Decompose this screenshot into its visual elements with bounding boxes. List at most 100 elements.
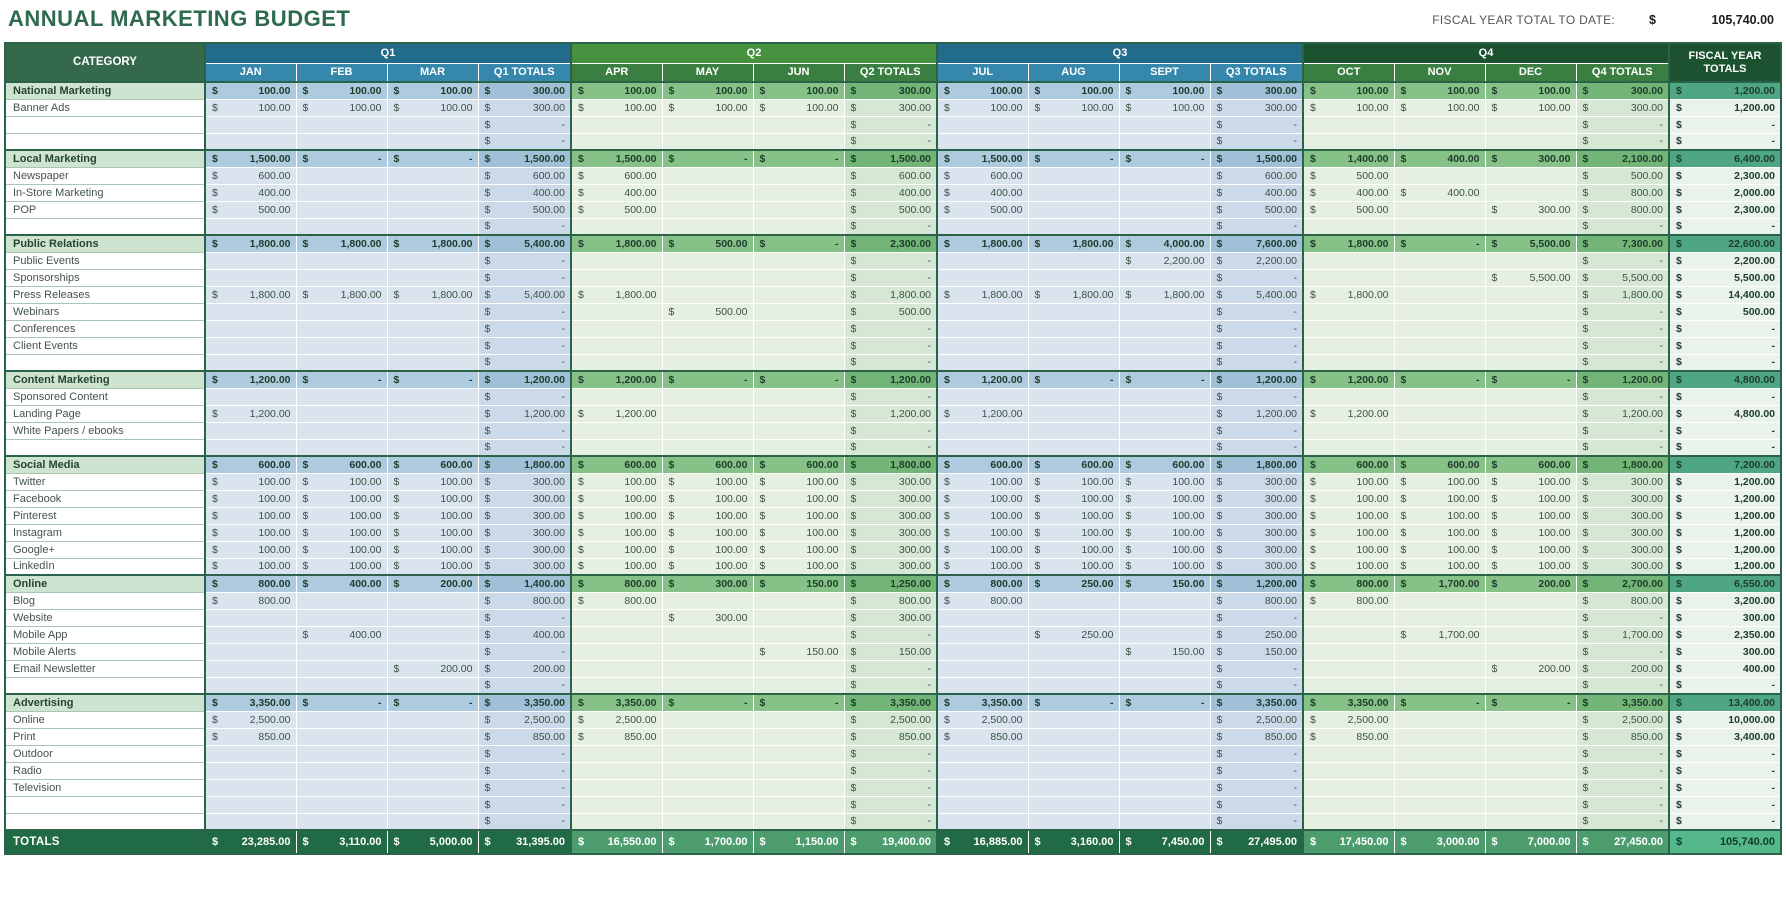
value-cell[interactable]: $1,800.00: [1027, 285, 1120, 304]
value-cell[interactable]: $100.00: [295, 506, 388, 525]
value-cell[interactable]: [1484, 285, 1577, 304]
value-cell[interactable]: [386, 319, 479, 338]
row-label[interactable]: Google+: [4, 540, 206, 559]
totals-value-cell[interactable]: $5,000.00: [386, 829, 479, 855]
value-cell[interactable]: [1027, 132, 1120, 151]
value-cell[interactable]: [1484, 625, 1577, 644]
value-cell[interactable]: $400.00: [570, 183, 663, 202]
value-cell[interactable]: $ -: [477, 132, 572, 151]
fiscal-total-cell[interactable]: $3,200.00: [1668, 591, 1782, 610]
value-cell[interactable]: [1027, 710, 1120, 729]
value-cell[interactable]: $100.00: [752, 98, 845, 117]
value-cell[interactable]: $100.00: [386, 540, 479, 559]
value-cell[interactable]: $100.00: [1302, 557, 1395, 576]
value-cell[interactable]: $100.00: [752, 506, 845, 525]
month-header-oct[interactable]: OCT: [1302, 62, 1395, 83]
value-cell[interactable]: $800.00: [477, 591, 572, 610]
fiscal-total-cell[interactable]: $6,550.00: [1668, 574, 1782, 593]
value-cell[interactable]: $2,500.00: [1575, 710, 1670, 729]
row-label[interactable]: Online: [4, 574, 206, 593]
value-cell[interactable]: $2,200.00: [1209, 251, 1304, 270]
value-cell[interactable]: $ -: [843, 812, 938, 831]
value-cell[interactable]: [1484, 642, 1577, 661]
value-cell[interactable]: [204, 387, 297, 406]
value-cell[interactable]: [752, 302, 845, 321]
value-cell[interactable]: $1,700.00: [1575, 625, 1670, 644]
value-cell[interactable]: $100.00: [1027, 540, 1120, 559]
value-cell[interactable]: $600.00: [936, 455, 1029, 474]
value-cell[interactable]: $500.00: [1209, 200, 1304, 219]
value-cell[interactable]: $100.00: [570, 81, 663, 100]
value-cell[interactable]: [386, 166, 479, 185]
value-cell[interactable]: [386, 115, 479, 134]
row-label[interactable]: Website: [4, 608, 206, 627]
value-cell[interactable]: [661, 285, 754, 304]
value-cell[interactable]: $300.00: [843, 489, 938, 508]
value-cell[interactable]: $100.00: [570, 557, 663, 576]
fiscal-total-cell[interactable]: $3,400.00: [1668, 727, 1782, 746]
value-cell[interactable]: [1484, 710, 1577, 729]
value-cell[interactable]: [936, 302, 1029, 321]
value-cell[interactable]: $ -: [1575, 387, 1670, 406]
value-cell[interactable]: [1118, 421, 1211, 440]
value-cell[interactable]: $100.00: [1118, 489, 1211, 508]
value-cell[interactable]: $100.00: [1027, 557, 1120, 576]
fiscal-total-cell[interactable]: $ -: [1668, 132, 1782, 151]
value-cell[interactable]: $ -: [1575, 812, 1670, 831]
totals-value-cell[interactable]: $3,000.00: [1393, 829, 1486, 855]
value-cell[interactable]: $600.00: [1209, 166, 1304, 185]
value-cell[interactable]: [295, 608, 388, 627]
value-cell[interactable]: $ -: [477, 319, 572, 338]
value-cell[interactable]: [295, 710, 388, 729]
value-cell[interactable]: $100.00: [1302, 98, 1395, 117]
fiscal-total-cell[interactable]: $10,000.00: [1668, 710, 1782, 729]
value-cell[interactable]: $1,700.00: [1393, 574, 1486, 593]
row-label[interactable]: Conferences: [4, 319, 206, 338]
value-cell[interactable]: $ -: [477, 812, 572, 831]
value-cell[interactable]: $100.00: [1393, 472, 1486, 491]
value-cell[interactable]: [1302, 387, 1395, 406]
value-cell[interactable]: $600.00: [204, 455, 297, 474]
value-cell[interactable]: $600.00: [295, 455, 388, 474]
value-cell[interactable]: $ -: [1575, 676, 1670, 695]
row-label[interactable]: Outdoor: [4, 744, 206, 763]
value-cell[interactable]: $ -: [1209, 115, 1304, 134]
value-cell[interactable]: $100.00: [752, 540, 845, 559]
value-cell[interactable]: $100.00: [295, 98, 388, 117]
value-cell[interactable]: $ -: [477, 115, 572, 134]
value-cell[interactable]: [1118, 268, 1211, 287]
value-cell[interactable]: $1,700.00: [1393, 625, 1486, 644]
value-cell[interactable]: $200.00: [386, 659, 479, 678]
value-cell[interactable]: [1302, 132, 1395, 151]
value-cell[interactable]: $300.00: [477, 557, 572, 576]
value-cell[interactable]: [204, 659, 297, 678]
value-cell[interactable]: $800.00: [1302, 574, 1395, 593]
value-cell[interactable]: [661, 710, 754, 729]
fiscal-total-cell[interactable]: $14,400.00: [1668, 285, 1782, 304]
row-label[interactable]: [4, 795, 206, 814]
value-cell[interactable]: $1,200.00: [843, 404, 938, 423]
value-cell[interactable]: [1393, 812, 1486, 831]
totals-value-cell[interactable]: $16,885.00: [936, 829, 1029, 855]
value-cell[interactable]: $ -: [1118, 693, 1211, 712]
value-cell[interactable]: [386, 251, 479, 270]
value-cell[interactable]: $1,500.00: [936, 149, 1029, 168]
value-cell[interactable]: [1393, 591, 1486, 610]
value-cell[interactable]: [1393, 251, 1486, 270]
value-cell[interactable]: [661, 659, 754, 678]
value-cell[interactable]: $100.00: [570, 540, 663, 559]
value-cell[interactable]: $300.00: [843, 540, 938, 559]
fiscal-total-cell[interactable]: $1,200.00: [1668, 523, 1782, 542]
fiscal-total-cell[interactable]: $1,200.00: [1668, 557, 1782, 576]
value-cell[interactable]: [295, 183, 388, 202]
value-cell[interactable]: [386, 438, 479, 457]
value-cell[interactable]: [1484, 353, 1577, 372]
value-cell[interactable]: $300.00: [843, 98, 938, 117]
value-cell[interactable]: $ -: [1484, 693, 1577, 712]
value-cell[interactable]: $ -: [1575, 319, 1670, 338]
value-cell[interactable]: [1118, 778, 1211, 797]
value-cell[interactable]: [295, 727, 388, 746]
value-cell[interactable]: $5,400.00: [1209, 285, 1304, 304]
fiscal-total-cell[interactable]: $ -: [1668, 319, 1782, 338]
value-cell[interactable]: $800.00: [936, 574, 1029, 593]
